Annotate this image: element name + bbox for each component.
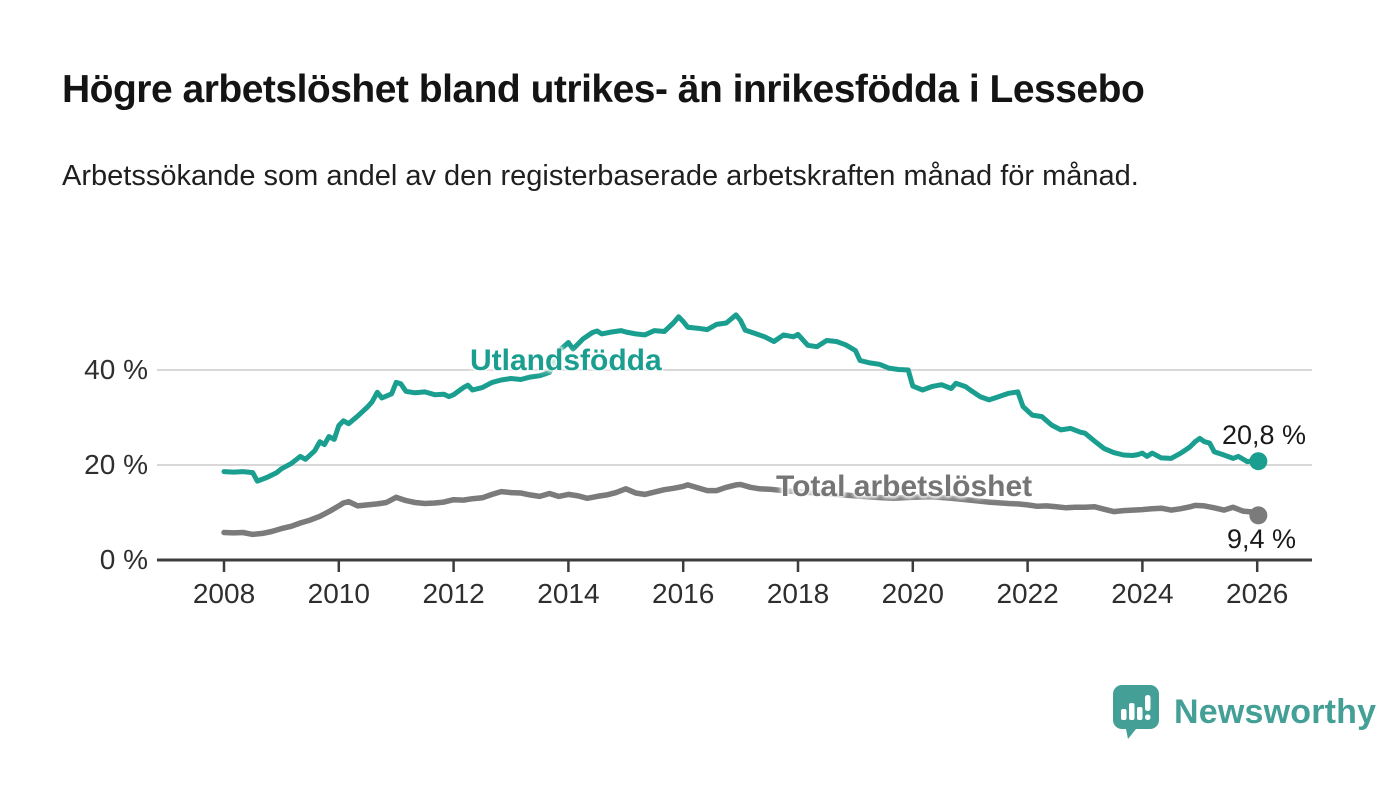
x-tick-label-2018: 2018 <box>766 578 830 609</box>
x-tick-label-2014: 2014 <box>537 578 600 609</box>
y-tick-label-20: 20 % <box>84 449 148 480</box>
series-line-0 <box>221 312 1261 484</box>
x-tick-label-2024: 2024 <box>1111 578 1174 609</box>
x-tick-label-2022: 2022 <box>996 578 1059 609</box>
x-tick-label-2012: 2012 <box>422 578 485 609</box>
y-tick-label-0: 0 % <box>99 544 148 575</box>
page-subtitle: Arbetssökande som andel av den registerb… <box>62 160 1139 192</box>
end-value-label-total: 9,4 % <box>1227 524 1297 554</box>
series-line-1 <box>221 481 1262 538</box>
end-value-label-utlandsfodda: 20,8 % <box>1222 420 1307 450</box>
series-end-dot-1 <box>1249 506 1268 525</box>
brand-footer: Newsworthy <box>1112 684 1376 740</box>
x-tick-label-2010: 2010 <box>307 578 370 609</box>
page-title: Högre arbetslöshet bland utrikes- än inr… <box>62 68 1145 111</box>
x-tick-label-2008: 2008 <box>192 578 256 609</box>
series-label-total-arbetsloshet: Total arbetslöshet <box>776 470 1033 503</box>
y-tick-label-40: 40 % <box>84 354 148 385</box>
x-tick-label-2026: 2026 <box>1226 578 1289 609</box>
brand-wordmark: Newsworthy <box>1174 692 1377 731</box>
series-label-utlandsfodda: Utlandsfödda <box>470 344 662 377</box>
x-tick-label-2020: 2020 <box>881 578 944 609</box>
series-end-dot-0 <box>1249 452 1268 471</box>
x-tick-label-2016: 2016 <box>652 578 715 609</box>
newsworthy-logo-icon <box>1113 685 1159 739</box>
